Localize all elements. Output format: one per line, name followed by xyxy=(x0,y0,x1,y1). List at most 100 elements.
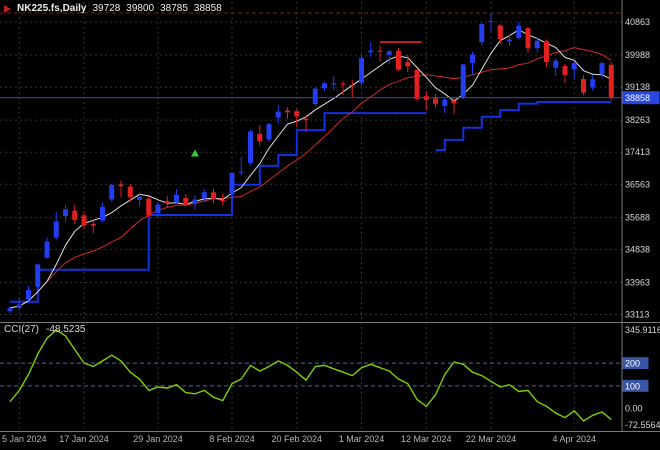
candle xyxy=(525,28,531,49)
indicator-value: -48.5235 xyxy=(46,324,86,335)
candle xyxy=(581,79,586,93)
up-arrow-icon xyxy=(191,149,199,157)
candle xyxy=(127,186,133,198)
candle xyxy=(377,50,383,52)
candle xyxy=(118,184,124,187)
candle xyxy=(44,241,50,258)
current-price-label: 38858 xyxy=(625,93,650,103)
current-price-box xyxy=(622,91,660,105)
candle xyxy=(72,210,78,220)
svg-text:20 Feb 2024: 20 Feb 2024 xyxy=(271,434,322,444)
svg-text:39988: 39988 xyxy=(625,50,650,60)
svg-text:33963: 33963 xyxy=(625,277,650,287)
indicator-label: CCI(27) -48.5235 xyxy=(4,324,86,335)
svg-text:38263: 38263 xyxy=(625,115,650,125)
candle xyxy=(497,25,503,39)
indicator-name: CCI(27) xyxy=(4,324,40,335)
svg-text:33113: 33113 xyxy=(625,310,649,320)
candle xyxy=(53,221,59,238)
candle xyxy=(349,84,355,87)
candle xyxy=(534,40,540,49)
candle xyxy=(7,307,13,312)
candle xyxy=(294,111,300,117)
candle xyxy=(303,118,309,121)
svg-text:8 Feb 2024: 8 Feb 2024 xyxy=(209,434,255,444)
candle xyxy=(275,111,281,118)
candle xyxy=(331,83,337,85)
svg-text:4 Apr 2024: 4 Apr 2024 xyxy=(552,434,596,444)
candle xyxy=(211,192,216,200)
svg-text:345.9116: 345.9116 xyxy=(625,325,660,335)
svg-text:29 Jan 2024: 29 Jan 2024 xyxy=(133,434,183,444)
symbol-name: NK225.fs,Daily xyxy=(17,3,87,14)
cci-line xyxy=(9,329,612,422)
candle xyxy=(220,199,226,202)
candle xyxy=(433,98,438,104)
candle xyxy=(590,79,596,88)
candle xyxy=(368,50,374,53)
svg-text:17 Jan 2024: 17 Jan 2024 xyxy=(59,434,109,444)
symbol-title-bar: NK225.fs,Daily 39728 39800 38785 38858 xyxy=(4,3,222,14)
candle xyxy=(238,171,244,173)
candle xyxy=(571,63,577,70)
candle xyxy=(507,39,512,42)
candle xyxy=(35,264,41,287)
candle xyxy=(257,133,263,142)
cci-axis[interactable]: 345.9116 200 100 0.00 -72.5564 xyxy=(622,325,660,430)
candle xyxy=(201,192,207,199)
candles-layer xyxy=(7,13,614,314)
svg-text:35688: 35688 xyxy=(625,212,650,222)
candle xyxy=(442,99,448,106)
svg-text:37413: 37413 xyxy=(625,147,650,157)
candle xyxy=(192,199,198,204)
svg-text:22 Mar 2024: 22 Mar 2024 xyxy=(466,434,517,444)
candle xyxy=(229,172,235,195)
candle xyxy=(488,21,494,23)
candle xyxy=(405,62,411,67)
candle xyxy=(266,124,272,140)
candle xyxy=(340,83,346,85)
candle xyxy=(81,215,87,226)
ohlc-high: 39800 xyxy=(126,3,155,14)
svg-text:39138: 39138 xyxy=(625,82,650,92)
ma-slow-line xyxy=(9,46,612,309)
date-axis[interactable]: 5 Jan 2024 17 Jan 2024 29 Jan 2024 8 Feb 20… xyxy=(2,434,596,444)
candle xyxy=(553,60,559,68)
svg-text:12 Mar 2024: 12 Mar 2024 xyxy=(401,434,452,444)
candle xyxy=(451,100,457,104)
step-line-layer xyxy=(10,101,612,303)
candle xyxy=(155,204,161,214)
candle xyxy=(396,50,401,70)
candle xyxy=(90,224,96,226)
candle xyxy=(312,88,318,105)
ohlc-low: 38785 xyxy=(160,3,188,14)
candle xyxy=(183,197,189,206)
svg-text:-72.5564: -72.5564 xyxy=(625,420,660,430)
candle xyxy=(608,64,614,98)
cci-level-box xyxy=(622,379,649,392)
price-axis[interactable]: 40863 39988 39138 38263 37413 36563 35688 34838… xyxy=(625,17,650,320)
candle xyxy=(460,64,466,97)
candle xyxy=(386,51,392,55)
candle xyxy=(109,184,115,200)
svg-text:5 Jan 2024: 5 Jan 2024 xyxy=(2,434,47,444)
candle xyxy=(599,63,605,75)
candle xyxy=(16,304,22,308)
ohlc-close: 38858 xyxy=(193,3,222,14)
cci-level-box xyxy=(622,357,649,370)
candle xyxy=(414,70,420,100)
candle xyxy=(26,289,31,300)
candle xyxy=(322,83,327,89)
svg-text:40863: 40863 xyxy=(625,17,650,27)
candle xyxy=(174,194,179,202)
triangle-marker-icon xyxy=(4,4,11,13)
candle xyxy=(562,65,568,76)
svg-text:0.00: 0.00 xyxy=(625,404,643,414)
candle xyxy=(544,41,549,63)
candle xyxy=(146,198,152,215)
svg-text:1 Mar 2024: 1 Mar 2024 xyxy=(339,434,385,444)
hline-objects-layer xyxy=(0,12,622,44)
svg-text:100: 100 xyxy=(625,381,640,391)
